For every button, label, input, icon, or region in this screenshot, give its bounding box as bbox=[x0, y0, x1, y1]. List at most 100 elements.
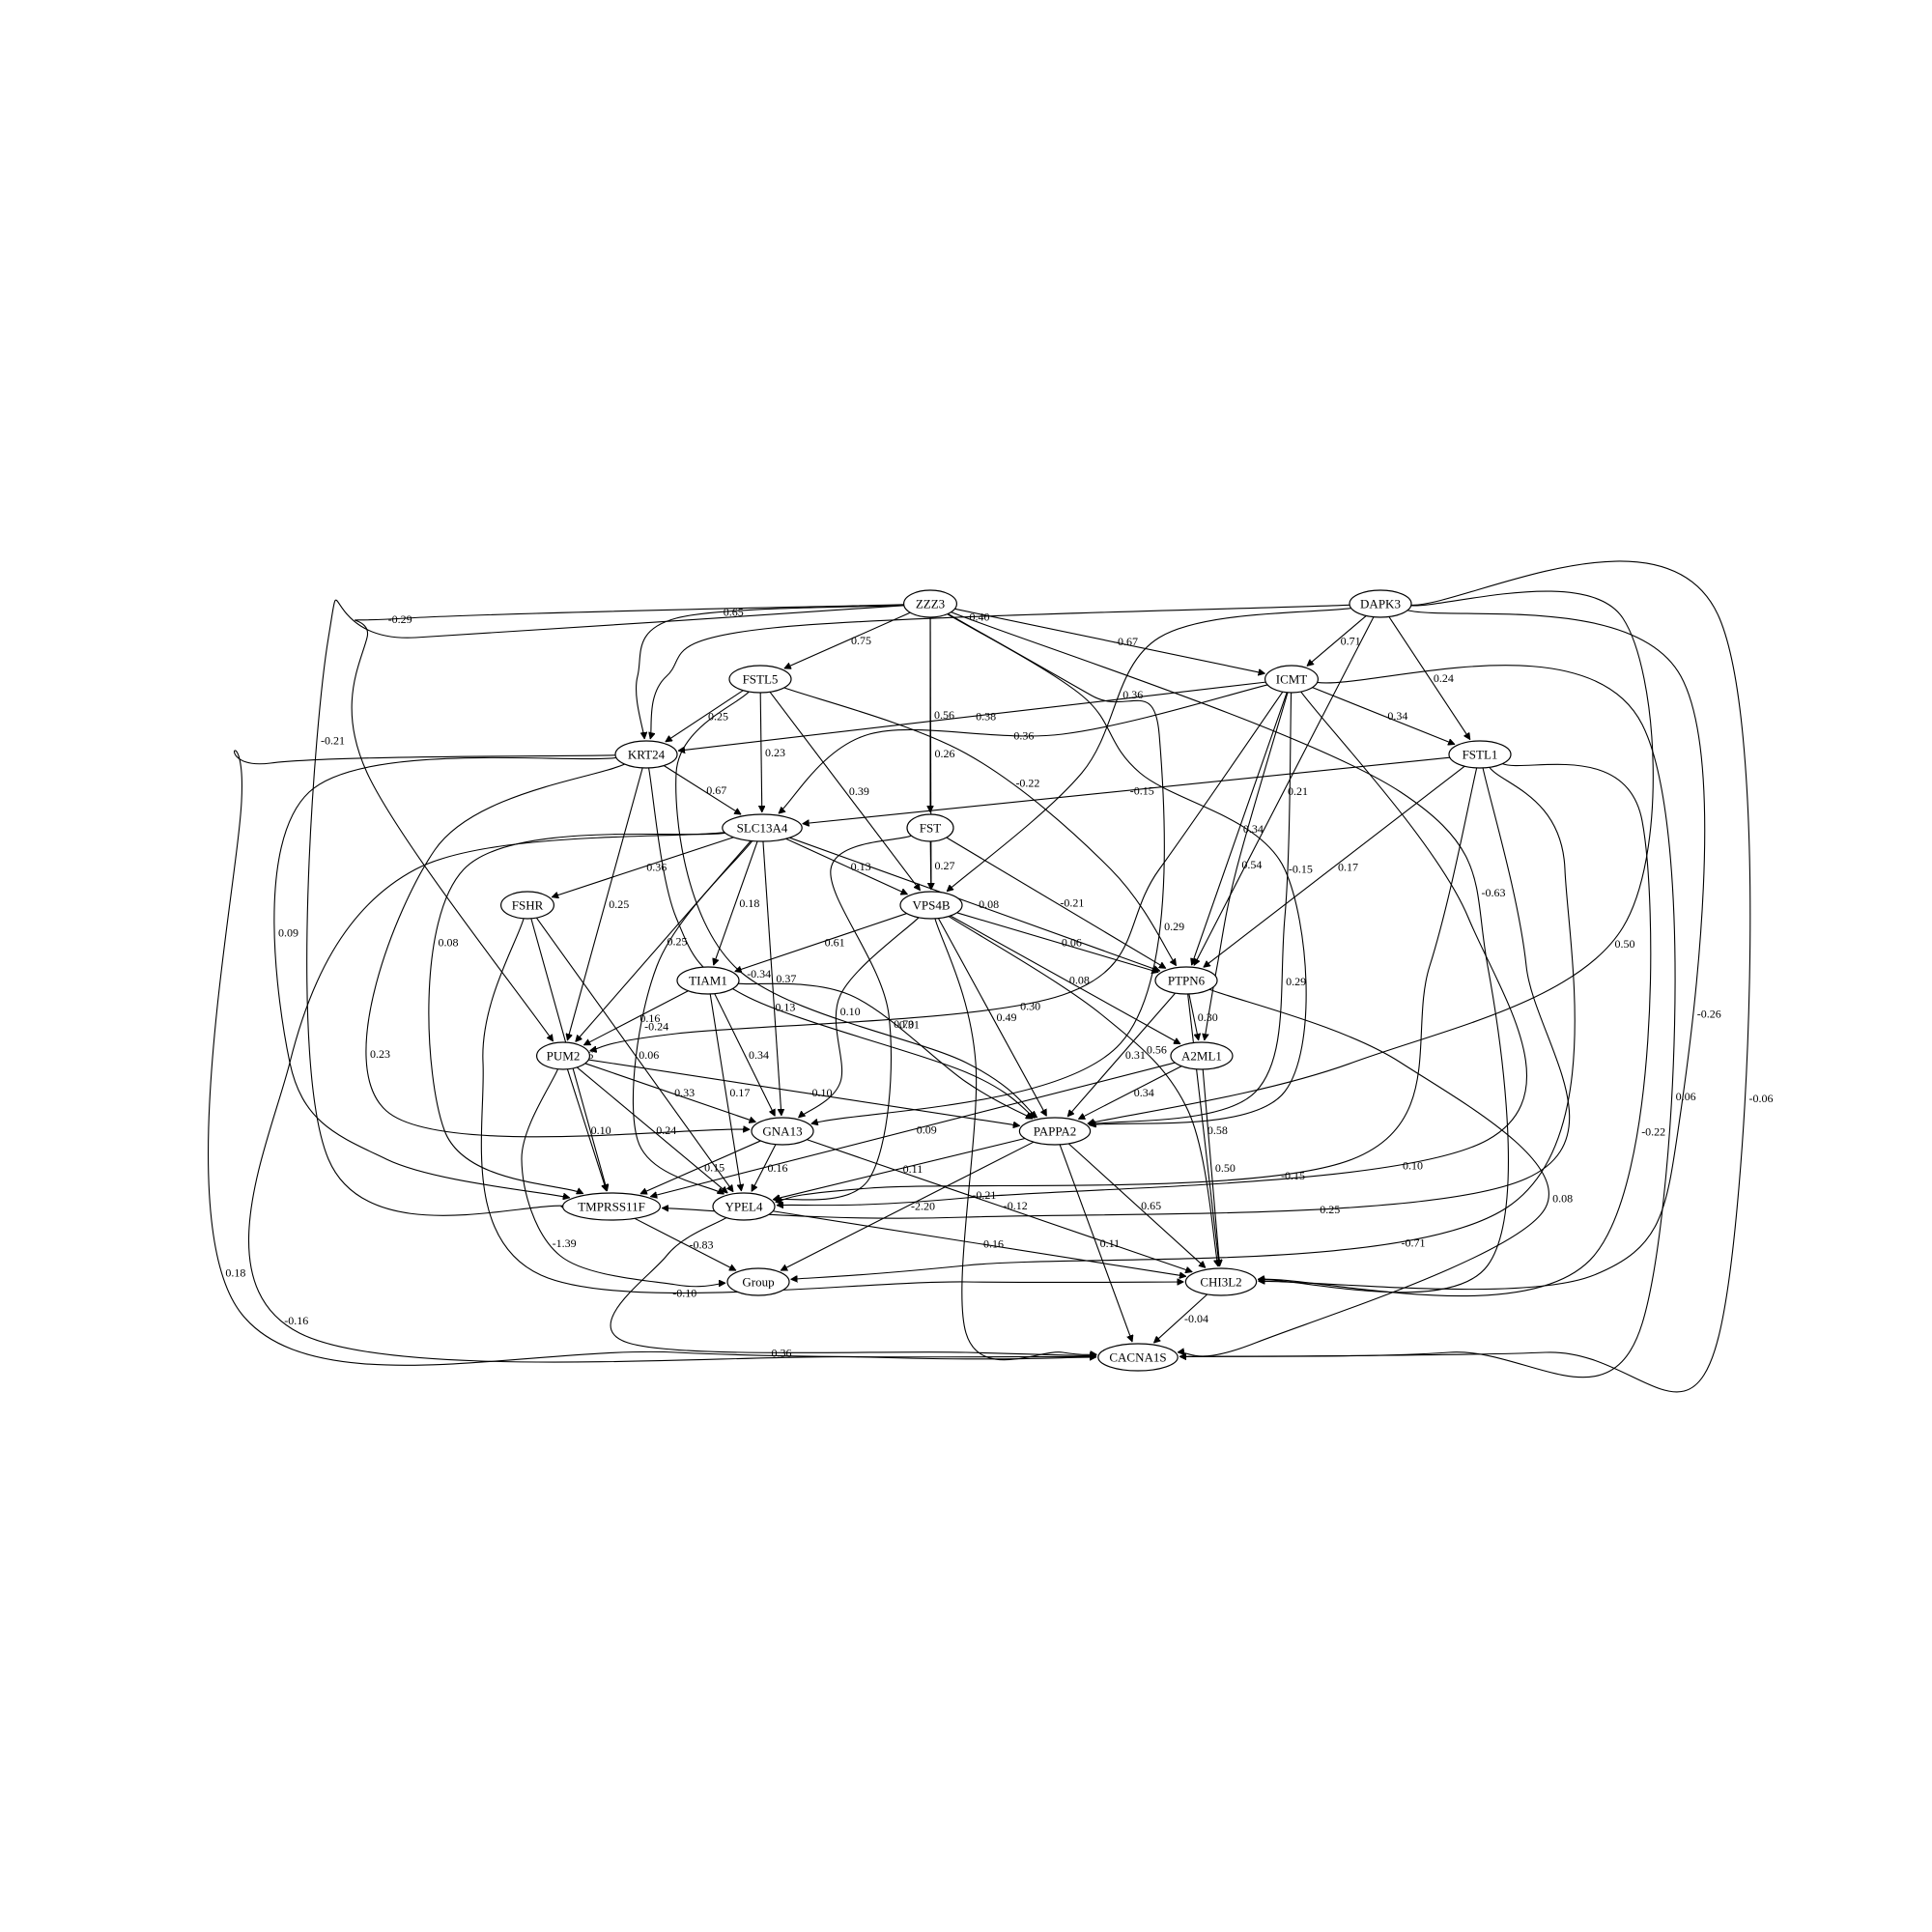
node-pappa2: PAPPA2 bbox=[1018, 1117, 1092, 1146]
node-dapk3: DAPK3 bbox=[1349, 589, 1412, 618]
edge-zzz3-to-vps4b bbox=[930, 616, 931, 890]
edge-fstl1-to-ptpn6 bbox=[1204, 765, 1465, 967]
node-label: DAPK3 bbox=[1360, 597, 1401, 611]
node-ellipse bbox=[722, 813, 803, 842]
edge-dapk3-to-cacna1s bbox=[1179, 560, 1751, 1393]
edge-weight-label: -0.12 bbox=[1004, 1199, 1028, 1212]
edge-tiam1-to-pappa2 bbox=[738, 982, 1033, 1120]
edge-weight-label: 0.21 bbox=[1288, 784, 1308, 798]
edge-vps4b-to-gna13 bbox=[798, 917, 920, 1118]
edge-weight-label: -0.21 bbox=[1060, 896, 1084, 910]
edge-zzz3-to-chi3l2 bbox=[951, 611, 1509, 1293]
edge-weight-label: 0.50 bbox=[1215, 1161, 1236, 1175]
edge-zzz3-to-fstl5 bbox=[784, 611, 911, 668]
node-label: A2ML1 bbox=[1181, 1049, 1222, 1064]
node-label: VPS4B bbox=[912, 898, 950, 913]
edge-pum2-to-gna13 bbox=[584, 1063, 756, 1122]
node-ellipse bbox=[1264, 665, 1319, 694]
nodes-layer: ZZZ3 DAPK3 FSTL5 ICMT KRT24 FSTL1 SLC13A4 FST FS… bbox=[499, 589, 1512, 1372]
edge-vps4b-to-a2ml1 bbox=[950, 915, 1180, 1045]
node-ellipse bbox=[1349, 589, 1412, 618]
edge-dapk3-to-fstl1 bbox=[1388, 616, 1471, 739]
edge-weight-label: 0.18 bbox=[739, 896, 759, 910]
node-label: TIAM1 bbox=[689, 974, 727, 988]
edge-dapk3-to-krt24 bbox=[650, 604, 1350, 739]
edge-weight-label: 0.49 bbox=[996, 1010, 1016, 1024]
edge-weight-label: 0.15 bbox=[704, 1160, 724, 1174]
node-label: KRT24 bbox=[628, 748, 666, 762]
node-label: ZZZ3 bbox=[916, 597, 945, 611]
node-ellipse bbox=[726, 1267, 790, 1296]
node-ellipse bbox=[561, 1192, 661, 1221]
edge-krt24-to-tmprss11f bbox=[273, 756, 617, 1198]
edge-slc13a4-to-ptpn6 bbox=[789, 837, 1160, 971]
edge-zzz3-to-pum2 bbox=[351, 604, 904, 1041]
edge-weight-label: 0.17 bbox=[1338, 860, 1358, 873]
edge-krt24-to-pum2 bbox=[567, 767, 643, 1040]
edge-weight-label: 0.16 bbox=[639, 1011, 660, 1025]
edge-weight-label: 0.65 bbox=[1141, 1199, 1161, 1212]
edge-weight-label: -0.63 bbox=[1482, 886, 1506, 899]
edge-fstl1-to-chi3l2 bbox=[1258, 763, 1652, 1297]
edge-zzz3-to-icmt bbox=[954, 608, 1264, 673]
edge-weight-label: 0.24 bbox=[1434, 671, 1454, 685]
edge-gna13-to-ypel4 bbox=[751, 1144, 777, 1192]
edge-slc13a4-to-tmprss11f bbox=[428, 832, 725, 1193]
edge-weight-label: 0.31 bbox=[899, 1017, 920, 1031]
node-label: TMPRSS11F bbox=[578, 1200, 645, 1214]
edge-krt24-to-slc13a4 bbox=[663, 765, 741, 815]
edge-krt24-to-pappa2 bbox=[648, 767, 1036, 1119]
node-ellipse bbox=[899, 891, 963, 920]
edge-weight-label: -0.22 bbox=[1015, 777, 1039, 790]
edge-weight-label: -0.21 bbox=[321, 734, 345, 748]
edge-fstl5-to-slc13a4 bbox=[760, 692, 762, 812]
edge-chi3l2-to-cacna1s bbox=[1153, 1293, 1208, 1343]
node-ellipse bbox=[906, 813, 954, 842]
edge-fstl5-to-pappa2 bbox=[675, 691, 1037, 1118]
edge-weight-label: 0.34 bbox=[749, 1048, 769, 1062]
edge-weight-label: 0.18 bbox=[225, 1266, 245, 1280]
edge-weight-label: -0.67 bbox=[1114, 635, 1138, 648]
edge-slc13a4-to-ypel4 bbox=[632, 840, 753, 1195]
edge-weight-label: 0.13 bbox=[775, 1001, 795, 1014]
node-label: Group bbox=[742, 1275, 774, 1290]
edge-ptpn6-to-pappa2 bbox=[1067, 992, 1177, 1117]
edge-weight-label: -1.39 bbox=[553, 1236, 577, 1250]
node-label: PAPPA2 bbox=[1034, 1124, 1077, 1139]
edge-weight-label: 0.54 bbox=[1241, 858, 1262, 871]
edge-weight-label: 0.30 bbox=[1198, 1010, 1218, 1024]
node-fshr: FSHR bbox=[499, 891, 554, 920]
edge-fshr-to-chi3l2 bbox=[480, 918, 1183, 1294]
edge-weight-label: -0.10 bbox=[672, 1286, 696, 1299]
edge-weight-label: 0.10 bbox=[840, 1005, 861, 1018]
edge-weight-label: 0.06 bbox=[1062, 936, 1082, 950]
edge-weight-label: -0.71 bbox=[1402, 1236, 1426, 1249]
edge-weight-label: 0.25 bbox=[609, 897, 629, 911]
edge-weight-label: -0.04 bbox=[1184, 1312, 1208, 1325]
edge-zzz3-to-gna13 bbox=[811, 612, 1165, 1123]
edge-weight-label: 0.06 bbox=[639, 1048, 659, 1062]
edge-a2ml1-to-tmprss11f bbox=[650, 1062, 1176, 1197]
edge-icmt-to-fstl1 bbox=[1312, 687, 1456, 745]
edge-tiam1-to-ypel4 bbox=[709, 993, 741, 1191]
edge-zzz3-to-krt24 bbox=[636, 605, 904, 739]
edge-weight-label: 0.23 bbox=[370, 1047, 390, 1061]
edge-weight-label: 0.36 bbox=[771, 1346, 791, 1359]
edge-ypel4-to-cacna1s bbox=[610, 1217, 1096, 1356]
node-ellipse bbox=[1170, 1041, 1234, 1070]
edge-weight-label: 0.11 bbox=[1100, 1236, 1121, 1250]
node-ellipse bbox=[614, 740, 678, 769]
edge-pum2-to-ypel4 bbox=[576, 1066, 727, 1193]
edge-weight-label: 0.09 bbox=[278, 926, 298, 940]
edge-weight-label: 0.10 bbox=[1403, 1158, 1423, 1172]
edge-a2ml1-to-pappa2 bbox=[1078, 1065, 1182, 1121]
edge-pum2-to-pappa2 bbox=[588, 1059, 1020, 1125]
edge-weight-label: 0.71 bbox=[1341, 634, 1361, 647]
node-ellipse bbox=[1018, 1117, 1092, 1146]
edge-icmt-to-krt24 bbox=[678, 681, 1266, 751]
edge-weight-label: 0.25 bbox=[708, 709, 728, 723]
edge-gna13-to-chi3l2 bbox=[806, 1139, 1192, 1272]
node-ellipse bbox=[1184, 1267, 1258, 1296]
edge-pappa2-to-cacna1s bbox=[1059, 1144, 1132, 1342]
